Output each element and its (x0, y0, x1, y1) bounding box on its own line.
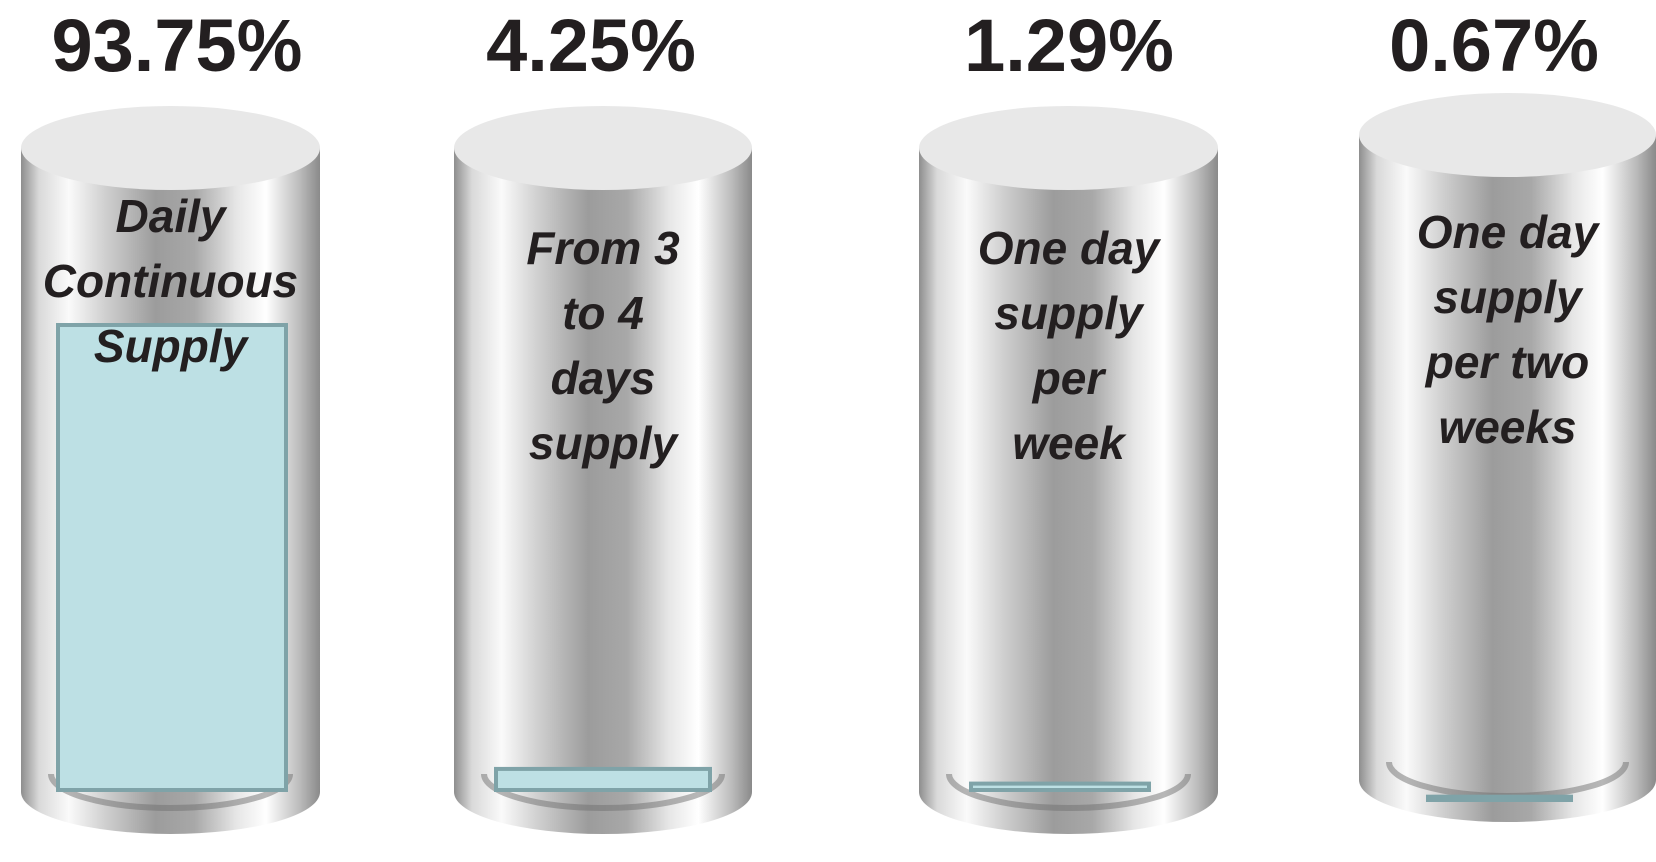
value-label: 93.75% (51, 4, 303, 87)
value-label: 1.29% (964, 4, 1174, 87)
cylinder-top (1359, 93, 1656, 177)
cylinder-body (1359, 135, 1656, 822)
value-label: 4.25% (486, 4, 696, 87)
category-label: One day supply per week (977, 222, 1160, 469)
category-label: One day supply per two weeks (1416, 206, 1599, 453)
category-label: Daily Continuous Supply (42, 190, 299, 372)
bar (56, 323, 288, 792)
bar (1426, 794, 1573, 803)
bar (494, 766, 712, 792)
cylinder-body (454, 148, 752, 834)
category-label: From 3 to 4 days supply (526, 222, 680, 469)
bar (969, 781, 1151, 793)
cylinder-base-shadow (946, 773, 1191, 811)
cylinder-top (21, 106, 320, 190)
cylinder-top (454, 106, 752, 190)
cylinder-body (919, 148, 1218, 834)
cylinder-top (919, 106, 1218, 190)
value-label: 0.67% (1389, 4, 1599, 87)
